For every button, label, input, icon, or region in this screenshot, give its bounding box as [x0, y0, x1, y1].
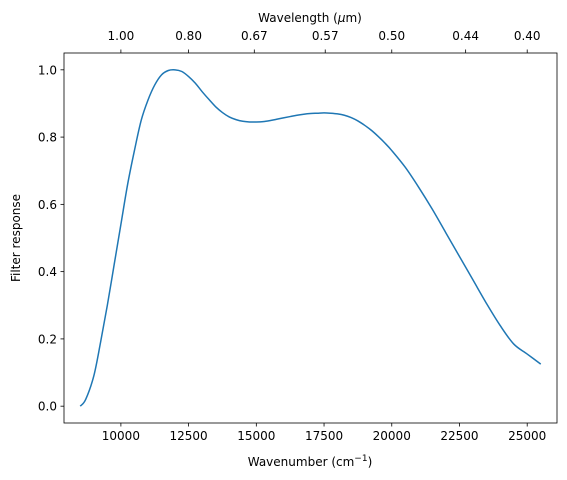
top-tick-label: 0.40	[514, 29, 541, 43]
top-axis-ticks: 1.00 0.80 0.67 0.57 0.50 0.44 0.40	[108, 29, 541, 53]
x-axis-label-superscript: −1	[354, 454, 367, 464]
x-axis-label: Wavenumber (cm−1)	[248, 454, 373, 469]
plot-area-frame	[63, 52, 558, 424]
top-axis-label: Wavelength (μm)	[258, 11, 362, 25]
top-tick-label: 0.50	[378, 29, 405, 43]
top-axis-label-mu: μ	[337, 11, 346, 25]
x-axis-ticks: 10000 12500 15000 17500 20000 22500 25000	[102, 423, 546, 443]
y-tick-label: 1.0	[38, 63, 57, 77]
x-tick-label: 22500	[440, 429, 478, 443]
series-line	[79, 68, 542, 407]
x-tick-label: 12500	[170, 429, 208, 443]
x-tick-label: 25000	[508, 429, 546, 443]
top-axis-label-suffix: m)	[345, 11, 361, 25]
x-axis-label-text: Wavenumber (cm	[248, 455, 355, 469]
y-tick-label: 0.8	[38, 131, 57, 145]
y-axis-ticks: 0.0 0.2 0.4 0.6 0.8 1.0	[38, 63, 64, 414]
top-tick-label: 0.57	[312, 29, 339, 43]
top-tick-label: 1.00	[108, 29, 135, 43]
y-tick-label: 0.2	[38, 332, 57, 346]
x-tick-label: 15000	[237, 429, 275, 443]
x-tick-label: 20000	[373, 429, 411, 443]
top-tick-label: 0.67	[241, 29, 268, 43]
x-tick-label: 17500	[305, 429, 343, 443]
top-tick-label: 0.44	[452, 29, 479, 43]
x-tick-label: 10000	[102, 429, 140, 443]
top-tick-label: 0.80	[175, 29, 202, 43]
y-axis-label: Filter response	[9, 194, 23, 282]
y-tick-label: 0.4	[38, 265, 57, 279]
x-axis-label-close: )	[368, 455, 373, 469]
y-tick-label: 0.6	[38, 198, 57, 212]
y-tick-label: 0.0	[38, 400, 57, 414]
top-axis-label-prefix: Wavelength (	[258, 11, 338, 25]
